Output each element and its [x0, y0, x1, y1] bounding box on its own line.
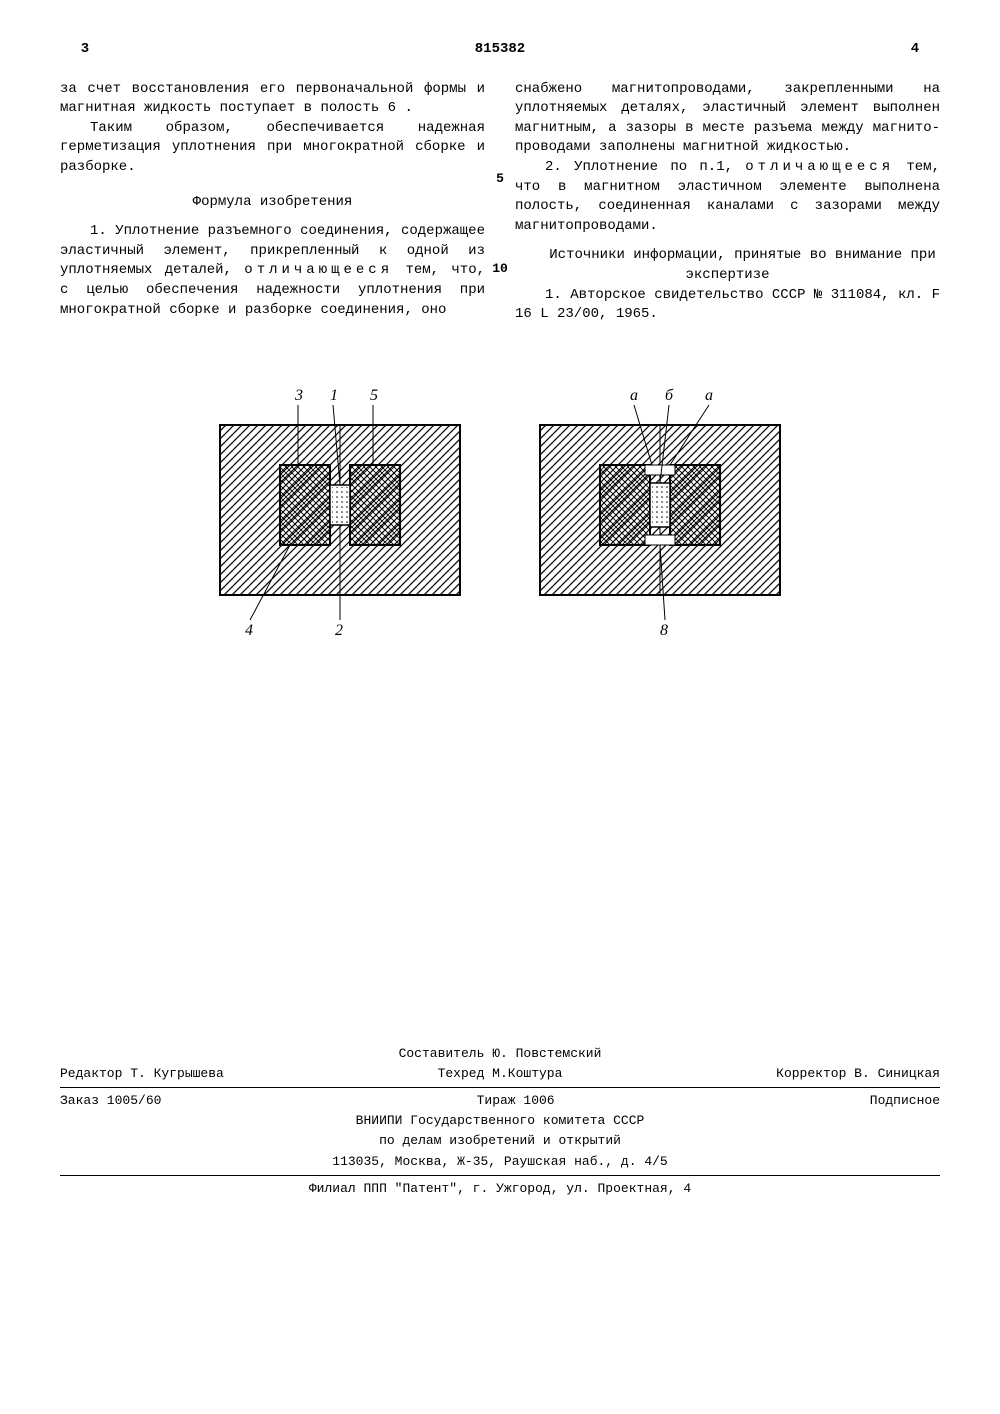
left-column: за счет восстановления его первона­чальн… — [60, 80, 485, 325]
editor: Редактор Т. Кугрышева — [60, 1065, 224, 1083]
line-marker-5: 5 — [496, 170, 504, 188]
label-4: 4 — [245, 622, 253, 639]
right-assembly: a б a 8 — [540, 387, 780, 639]
compiler: Составитель Ю. Повстемский — [60, 1045, 940, 1063]
sources-title: Источники информации, принятые во вниман… — [515, 246, 940, 285]
label-a: a — [630, 387, 638, 404]
label-5: 5 — [370, 387, 378, 404]
page-header: 3 815382 4 — [60, 40, 940, 60]
formula-title: Формула изобретения — [60, 193, 485, 213]
right-para-2-spaced: отли­чающееся — [745, 159, 894, 175]
left-para-2: Таким образом, обеспечивается на­дежная … — [60, 119, 485, 178]
branch-address: Филиал ППП "Патент", г. Ужгород, ул. Про… — [60, 1180, 940, 1198]
right-para-1: снабжено магнитопроводами, закреплен­ным… — [515, 80, 940, 158]
source-1: 1. Авторское свидетельство СССР № 311084… — [515, 286, 940, 325]
left-para-1: за счет восстановления его первона­чальн… — [60, 80, 485, 119]
label-a2: a — [705, 387, 713, 404]
technical-drawing: 3 1 5 4 2 a б a 8 — [60, 365, 940, 665]
left-assembly: 3 1 5 4 2 — [220, 387, 460, 639]
label-1: 1 — [330, 387, 338, 404]
right-para-2: 2. Уплотнение по п.1, отли­чающееся тем,… — [515, 158, 940, 236]
divider-2 — [60, 1175, 940, 1176]
left-para-3: 1. Уплотнение разъемного соедине­ния, со… — [60, 222, 485, 320]
label-8: 8 — [660, 622, 668, 639]
imprint-footer: Составитель Ю. Повстемский Редактор Т. К… — [60, 1045, 940, 1198]
subscription: Подписное — [870, 1092, 940, 1110]
right-para-2a: 2. Уплотнение по п.1, — [545, 159, 745, 175]
divider-1 — [60, 1087, 940, 1088]
order-number: Заказ 1005/60 — [60, 1092, 161, 1110]
label-3: 3 — [294, 387, 303, 404]
corrector: Корректор В. Синицкая — [776, 1065, 940, 1083]
techred: Техред М.Коштура — [438, 1065, 563, 1083]
page-number-right: 4 — [890, 40, 940, 60]
two-column-text: 5 10 за счет восстановления его первона­… — [60, 80, 940, 325]
document-number: 815382 — [110, 40, 890, 60]
address: 113035, Москва, Ж-35, Раушская наб., д. … — [60, 1153, 940, 1171]
page-number-left: 3 — [60, 40, 110, 60]
label-2: 2 — [335, 622, 343, 639]
org-line-2: по делам изобретений и открытий — [60, 1132, 940, 1150]
line-marker-10: 10 — [492, 260, 508, 278]
org-line-1: ВНИИПИ Государственного комитета СССР — [60, 1112, 940, 1130]
circulation: Тираж 1006 — [477, 1092, 555, 1110]
left-para-3-spaced: отличающееся — [244, 262, 393, 278]
right-column: снабжено магнитопроводами, закреплен­ным… — [515, 80, 940, 325]
editor-row: Редактор Т. Кугрышева Техред М.Коштура К… — [60, 1065, 940, 1083]
label-b: б — [665, 387, 674, 404]
print-info-row: Заказ 1005/60 Тираж 1006 Подписное — [60, 1092, 940, 1110]
